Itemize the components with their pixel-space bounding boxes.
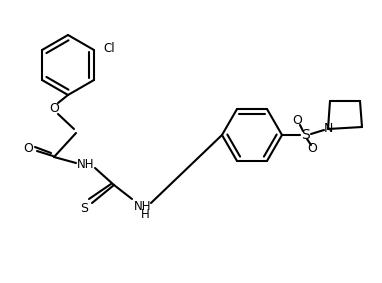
Text: O: O bbox=[292, 115, 302, 128]
Text: N: N bbox=[323, 123, 333, 136]
Text: H: H bbox=[141, 209, 149, 222]
Text: S: S bbox=[80, 201, 88, 215]
Text: O: O bbox=[49, 102, 59, 115]
Text: O: O bbox=[307, 143, 317, 155]
Text: Cl: Cl bbox=[103, 42, 115, 55]
Text: NH: NH bbox=[134, 200, 152, 213]
Text: O: O bbox=[23, 143, 33, 155]
Text: NH: NH bbox=[77, 158, 95, 171]
Text: S: S bbox=[302, 128, 310, 142]
